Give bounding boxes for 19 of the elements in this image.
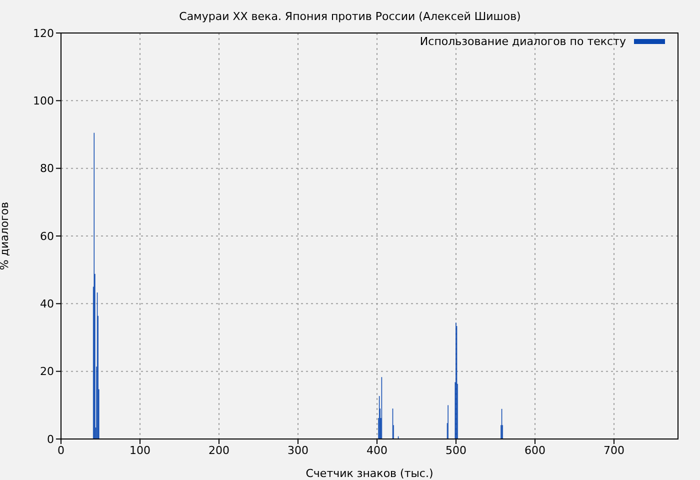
legend-label: Использование диалогов по тексту <box>420 35 626 48</box>
y-tick-label: 20 <box>40 365 54 378</box>
x-tick-label: 600 <box>524 444 546 457</box>
x-tick-label: 100 <box>130 444 150 457</box>
x-tick-label: 200 <box>208 444 230 457</box>
x-tick-label: 400 <box>366 444 388 457</box>
x-tick-label: 300 <box>288 444 309 457</box>
y-axis-title: % диалогов <box>0 202 11 270</box>
x-tick-label: 500 <box>446 444 467 457</box>
y-tick-label: 120 <box>33 26 54 40</box>
y-tick-label: 40 <box>40 298 54 311</box>
chart-title: Самураи XX века. Япония против России (Алексей Шишов) <box>179 10 521 23</box>
y-tick-label: 100 <box>33 94 54 108</box>
x-tick-label: 0 <box>58 444 64 457</box>
y-tick-label: 80 <box>40 162 54 176</box>
y-tick-label: 0 <box>47 432 54 446</box>
x-axis-title: Счетчик знаков (тыс.) <box>306 467 434 480</box>
x-tick-label: 700 <box>604 444 625 457</box>
y-tick-label: 60 <box>40 230 54 243</box>
